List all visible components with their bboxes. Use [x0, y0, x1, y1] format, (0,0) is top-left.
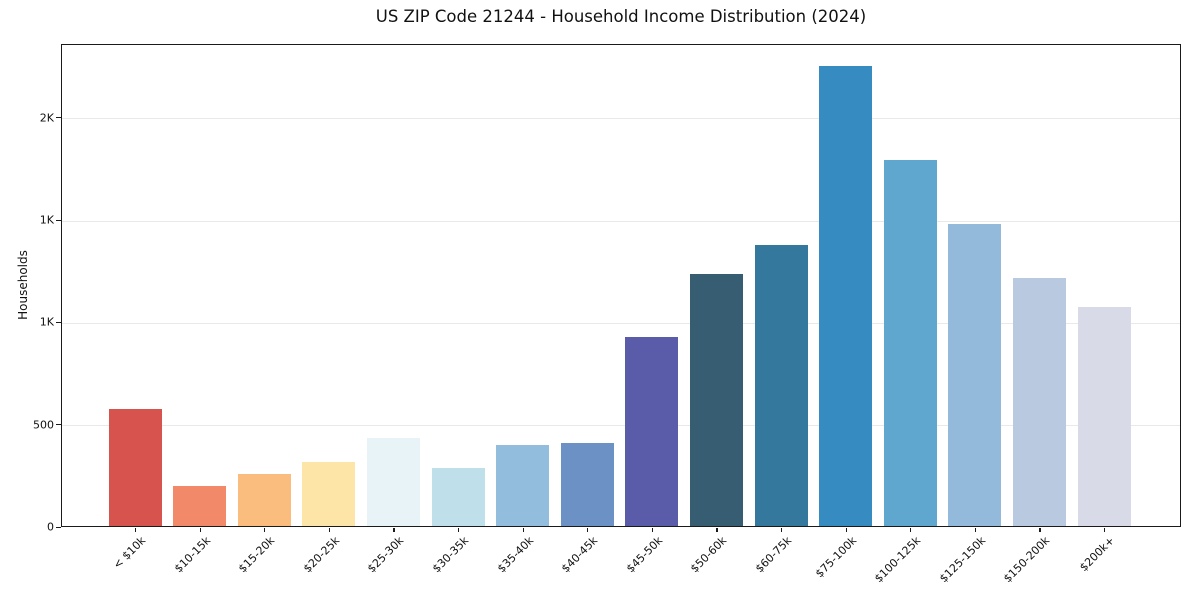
x-tick-mark — [199, 528, 201, 532]
x-tick-mark — [716, 528, 718, 532]
bar — [1012, 277, 1066, 526]
y-tick-label: 500 — [33, 418, 54, 432]
bar — [883, 160, 937, 526]
bar — [173, 486, 227, 526]
y-tick-mark — [56, 424, 61, 426]
x-tick-mark — [781, 528, 783, 532]
bar — [237, 473, 291, 526]
x-tick-mark — [135, 528, 137, 532]
y-tick-label: 0 — [47, 520, 54, 534]
bar — [754, 245, 808, 526]
gridline — [62, 220, 1180, 222]
bar — [366, 438, 420, 526]
x-tick-mark — [393, 528, 395, 532]
gridline — [62, 118, 1180, 120]
bar — [819, 66, 873, 526]
bar — [625, 337, 679, 526]
y-tick-mark — [56, 321, 61, 324]
x-tick-mark — [328, 528, 330, 532]
y-tick-label: 1K — [39, 213, 54, 227]
plot-area — [61, 44, 1181, 527]
gridline — [62, 322, 1180, 324]
bar — [496, 445, 550, 526]
y-tick-label: 1K — [39, 315, 54, 329]
x-tick-mark — [845, 528, 847, 532]
bar — [560, 443, 614, 526]
bar — [108, 408, 162, 526]
y-tick-mark — [56, 117, 61, 119]
x-tick-mark — [1039, 528, 1041, 532]
y-tick-mark — [56, 526, 61, 528]
x-tick-mark — [264, 528, 266, 532]
x-tick-mark — [522, 528, 524, 532]
bar — [948, 223, 1002, 526]
x-tick-mark — [458, 528, 460, 532]
x-tick-mark — [651, 528, 653, 532]
bar — [302, 461, 356, 526]
x-tick-label: < $10k — [110, 534, 149, 572]
x-tick-mark — [974, 528, 976, 532]
gridline — [62, 425, 1180, 427]
x-tick-mark — [587, 528, 589, 532]
y-tick-label: 2K — [39, 111, 54, 125]
bar — [431, 467, 485, 526]
bar — [1077, 307, 1131, 526]
bar — [689, 273, 743, 526]
chart-title: US ZIP Code 21244 - Household Income Dis… — [375, 7, 867, 26]
x-tick-mark — [1104, 528, 1106, 532]
y-tick-mark — [56, 219, 61, 221]
x-tick-mark — [910, 528, 912, 532]
